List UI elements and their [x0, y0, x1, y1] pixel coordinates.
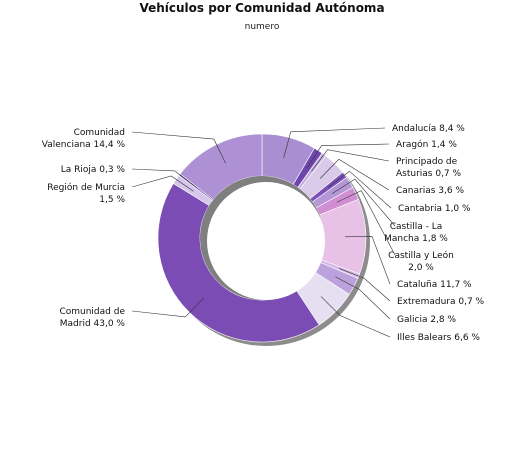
label-andalucia: Andalucía 8,4 % [392, 124, 465, 134]
slices [157, 133, 367, 343]
leader-illes-balears [320, 296, 391, 338]
label-extremadura: Extremadura 0,7 % [397, 297, 485, 307]
label-aragon: Aragón 1,4 % [396, 139, 457, 150]
label-principado-de-asturias: Principado de Asturias 0,7 % [396, 157, 462, 179]
leader-comunidad-de-madrid [131, 297, 205, 318]
label-la-rioja: La Rioja 0,3 % [61, 165, 126, 175]
label-cantabria: Cantabria 1,0 % [398, 204, 471, 214]
label-illes-balears: Illes Balears 6,6 % [397, 333, 480, 343]
slice-comunidad-de-madrid [157, 183, 320, 343]
chart-title: Vehículos por Comunidad Autónoma [139, 1, 384, 15]
leader-region-de-murcia [131, 175, 194, 192]
donut-hole [207, 182, 325, 300]
leader-castilla-la-mancha [331, 178, 396, 227]
label-castilla-y-leon: Castilla y León 2,0 % [388, 250, 454, 273]
leader-galicia [335, 276, 391, 320]
leader-canarias [319, 158, 390, 191]
leader-andalucia [283, 127, 386, 158]
leader-castilla-y-leon [336, 190, 396, 256]
label-region-de-murcia: Región de Murcia 1,5 % [47, 182, 125, 205]
leader-la-rioja [131, 168, 197, 188]
chart-subtitle: numero [245, 22, 280, 32]
leader-extremadura [339, 268, 391, 302]
leader-cataluna [344, 236, 391, 285]
leader-cantabria [327, 170, 392, 209]
leader-principado-de-asturias [311, 149, 390, 172]
label-comunidad-de-madrid: Comunidad de Madrid 43,0 % [59, 307, 125, 329]
slice-labels: Andalucía 8,4 % Aragón 1,4 % Principado de… [42, 124, 485, 343]
label-castilla-la-mancha: Castilla - La Mancha 1,8 % [384, 222, 448, 244]
label-cataluna: Cataluña 11,7 % [397, 280, 472, 290]
label-comunidad-valenciana: Comunidad Valenciana 14,4 % [42, 128, 126, 150]
leader-aragon [306, 143, 390, 169]
label-galicia: Galicia 2,8 % [397, 315, 456, 325]
leader-comunidad-valenciana [131, 131, 226, 164]
label-canarias: Canarias 3,6 % [396, 186, 464, 196]
